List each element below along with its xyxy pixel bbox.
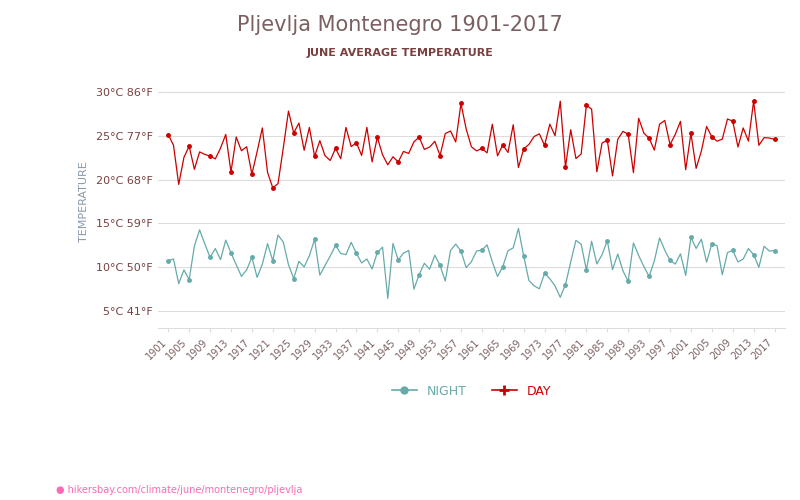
Y-axis label: TEMPERATURE: TEMPERATURE — [79, 161, 89, 242]
Legend: NIGHT, DAY: NIGHT, DAY — [386, 380, 556, 403]
Text: JUNE AVERAGE TEMPERATURE: JUNE AVERAGE TEMPERATURE — [306, 48, 494, 58]
Text: Pljevlja Montenegro 1901-2017: Pljevlja Montenegro 1901-2017 — [237, 15, 563, 35]
Text: ● hikersbay.com/climate/june/montenegro/pljevlja: ● hikersbay.com/climate/june/montenegro/… — [56, 485, 302, 495]
